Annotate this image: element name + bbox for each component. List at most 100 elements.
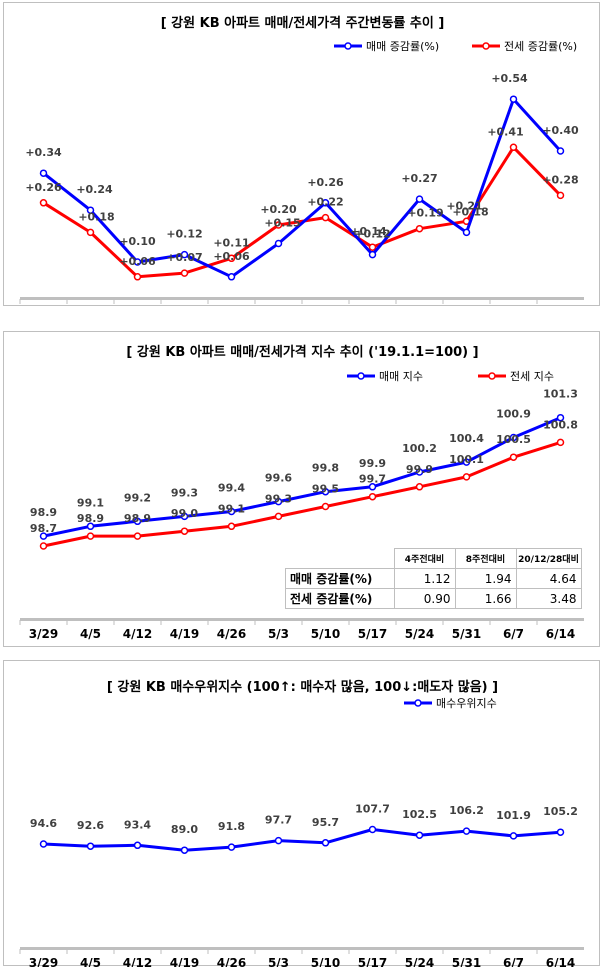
- data-label: 100.5: [496, 433, 531, 446]
- data-label: 99.9: [406, 463, 433, 476]
- data-label: 100.2: [402, 442, 437, 455]
- data-point: [180, 527, 189, 535]
- data-point: [462, 827, 471, 835]
- x-tick-label: 5/17: [358, 956, 387, 967]
- data-point: [133, 532, 142, 540]
- data-point: [39, 532, 48, 540]
- data-label: +0.07: [166, 251, 202, 264]
- data-point: [509, 453, 518, 461]
- data-label: 93.4: [124, 818, 151, 831]
- data-label: +0.15: [264, 217, 300, 230]
- data-point: [180, 512, 189, 521]
- data-point: [509, 433, 518, 442]
- data-point: [368, 492, 377, 501]
- table-corner: [286, 549, 395, 569]
- data-point: [556, 191, 565, 200]
- table-cell: 4.64: [515, 568, 582, 589]
- data-label: 99.5: [312, 483, 339, 496]
- data-point: [368, 243, 377, 251]
- data-label: +0.40: [542, 124, 579, 137]
- x-axis-line: [20, 947, 584, 950]
- x-tick-label: 6/14: [546, 306, 575, 307]
- data-label: 101.3: [543, 388, 578, 401]
- data-label: 99.8: [312, 462, 339, 475]
- data-label: +0.18: [452, 205, 488, 218]
- data-label: 99.0: [171, 507, 198, 520]
- x-tick-label: 3/29: [29, 627, 58, 641]
- data-point: [415, 224, 424, 233]
- data-point: [227, 507, 236, 516]
- data-point: [274, 836, 283, 845]
- x-axis-line: [20, 297, 584, 300]
- data-label: +0.10: [119, 235, 156, 248]
- x-tick-label: 3/29: [29, 956, 58, 967]
- data-point: [415, 195, 424, 203]
- data-label: +0.14: [350, 225, 387, 238]
- legend-entry: 전세 증감률(%): [504, 40, 577, 53]
- legend-marker: [344, 42, 352, 50]
- x-tick-label: 6/7: [503, 627, 524, 641]
- data-label: 94.6: [30, 817, 57, 830]
- data-label: 107.7: [355, 803, 390, 816]
- data-label: +0.26: [307, 176, 344, 189]
- data-point: [462, 458, 471, 466]
- table-header-row: 4주전대비 8주전대비 20/12/28대비: [286, 548, 582, 569]
- legend-marker: [482, 42, 490, 50]
- data-point: [556, 438, 565, 447]
- x-tick-label: 5/24: [405, 306, 434, 307]
- x-tick-label: 5/3: [268, 956, 289, 967]
- data-label: 99.3: [171, 486, 198, 499]
- table-header: 4주전대비: [393, 548, 456, 569]
- x-tick-label: 3/29: [29, 306, 58, 307]
- data-point: [274, 512, 283, 521]
- x-tick-label: 6/7: [503, 956, 524, 967]
- x-tick-label: 4/12: [123, 306, 152, 307]
- data-point: [415, 468, 424, 476]
- data-label: +0.21: [446, 199, 482, 212]
- data-label: 99.9: [359, 457, 386, 470]
- data-label: +0.12: [354, 228, 390, 241]
- legend-marker: [488, 372, 496, 380]
- data-point: [180, 250, 189, 259]
- table-row: 전세 증감률(%) 0.90 1.66 3.48: [285, 588, 582, 609]
- data-point: [274, 239, 283, 248]
- data-label: 100.4: [449, 432, 484, 445]
- data-label: 100.9: [496, 408, 531, 421]
- data-label: +0.34: [25, 146, 62, 159]
- data-label: +0.54: [491, 72, 528, 85]
- x-tick-label: 4/5: [80, 956, 101, 967]
- data-label: 98.9: [77, 512, 104, 525]
- table-cell: 3.48: [515, 588, 582, 609]
- x-tick-label: 5/24: [405, 956, 434, 967]
- data-label: 99.7: [359, 473, 386, 486]
- data-label: +0.24: [76, 183, 113, 196]
- weekly-change-chart-panel: [ 강원 KB 아파트 매매/전세가격 주간변동률 추이 ] 매매 증감률(%) 전…: [3, 2, 600, 307]
- chart-title: [ 강원 KB 아파트 매매/전세가격 지수 추이 ('19.1.1=100) …: [126, 344, 478, 360]
- x-tick-label: 5/10: [311, 956, 340, 967]
- x-tick-label: 5/31: [452, 956, 481, 967]
- x-tick-label: 4/19: [170, 956, 199, 967]
- x-tick-label: 4/19: [170, 627, 199, 641]
- data-label: 99.6: [265, 472, 292, 485]
- data-point: [133, 258, 142, 266]
- data-point: [39, 542, 48, 550]
- data-label: +0.06: [213, 250, 250, 263]
- data-point: [86, 532, 95, 540]
- legend-entry: 전세 지수: [510, 370, 554, 383]
- legend-entry: 매수우위지수: [436, 697, 497, 710]
- data-label: +0.41: [487, 125, 523, 138]
- buyer-index-chart: [ 강원 KB 매수우위지수 (100↑: 매수자 많음, 100↓:매도자 많…: [19, 679, 584, 967]
- data-point: [321, 213, 330, 222]
- data-point: [415, 483, 424, 491]
- data-point: [368, 825, 377, 834]
- table-cell: 1.94: [454, 568, 517, 589]
- data-label: +0.11: [213, 236, 249, 249]
- x-tick-label: 4/26: [217, 306, 246, 307]
- legend-marker: [357, 372, 365, 380]
- x-tick-label: 4/5: [80, 306, 101, 307]
- table-header: 8주전대비: [454, 548, 517, 569]
- legend-entry: 매매 증감률(%): [366, 40, 439, 53]
- data-label: 99.1: [77, 496, 104, 509]
- x-tick-label: 5/10: [311, 306, 340, 307]
- x-tick-label: 5/17: [358, 627, 387, 641]
